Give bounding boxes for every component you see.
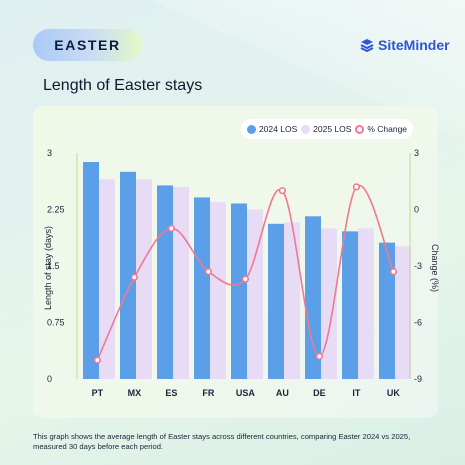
bar-2025-uk [395, 246, 411, 379]
bar-2024-au [268, 223, 284, 379]
series-2025-bars [99, 179, 411, 379]
y-tick-label: 0 [47, 374, 52, 384]
x-tick-au: AU [276, 388, 289, 398]
bar-2025-de [321, 228, 337, 379]
x-tick-es: ES [165, 388, 177, 398]
legend-item-change: % Change [355, 124, 407, 134]
topic-badge: EASTER [33, 29, 142, 61]
bar-2025-au [284, 222, 300, 379]
chart-footnote: This graph shows the average length of E… [33, 432, 411, 451]
bar-2025-it [358, 228, 374, 379]
bar-2025-es [173, 186, 189, 379]
y2-tick-label: 3 [414, 148, 419, 158]
brand-logo: SiteMinder [360, 36, 450, 54]
y2-tick-label: -6 [414, 318, 422, 328]
y-tick-label: 2.25 [47, 205, 65, 215]
y2-tick-label: 0 [414, 205, 419, 215]
change-point-es [167, 224, 175, 232]
legend-swatch-2024 [246, 124, 256, 134]
bar-2024-pt [83, 162, 99, 379]
y-tick-label: 1.5 [47, 261, 60, 271]
axis-lines [76, 153, 411, 379]
bar-2025-fr [210, 201, 226, 379]
y-tick-label: 3 [47, 148, 52, 158]
x-tick-uk: UK [387, 388, 400, 398]
change-line-path [96, 184, 395, 361]
change-point-mx [130, 273, 138, 281]
chart-legend: 2024 LOS 2025 LOS % Change [241, 119, 413, 139]
series-change-line [93, 183, 398, 364]
x-tick-usa: USA [236, 388, 256, 398]
y2-tick-label: -3 [414, 261, 422, 271]
bar-2025-usa [247, 209, 263, 379]
change-point-pt [93, 356, 101, 364]
change-point-fr [204, 268, 212, 276]
change-point-it [352, 183, 361, 191]
legend-item-2025: 2025 LOS [301, 124, 351, 134]
brand-name: SiteMinder [378, 37, 450, 53]
bar-2025-mx [136, 179, 152, 379]
series-2024-bars [83, 162, 395, 379]
y-axis-label: Length of stay (days) [43, 226, 53, 310]
legend-label-change: % Change [367, 124, 408, 134]
legend-swatch-2025 [301, 124, 311, 134]
change-point-de [315, 352, 324, 361]
legend-label-2024: 2024 LOS [258, 124, 298, 134]
bar-2024-it [342, 231, 358, 379]
bar-2024-mx [120, 171, 136, 379]
y2-axis-label: Change (%) [430, 244, 440, 292]
x-tick-pt: PT [92, 388, 104, 398]
bar-2024-de [305, 216, 321, 379]
x-tick-mx: MX [128, 388, 142, 398]
bar-2024-uk [379, 242, 395, 379]
change-point-uk [389, 268, 398, 276]
legend-item-2024: 2024 LOS [246, 124, 298, 134]
change-point-au [278, 187, 287, 195]
siteminder-logo-icon [360, 39, 374, 52]
page-title: Length of Easter stays [43, 77, 203, 94]
tick-labels: PT MX ES FR USA AU DE IT UK 0 0.75 1.5 2.25 3 -9 -6 -3 0 3 [47, 148, 422, 398]
legend-label-2025: 2025 LOS [313, 124, 352, 134]
bar-2024-fr [194, 197, 210, 379]
legend-swatch-change [355, 124, 365, 134]
x-tick-de: DE [313, 388, 326, 398]
bar-2024-es [157, 185, 173, 379]
change-point-usa [241, 275, 249, 283]
x-tick-fr: FR [202, 388, 214, 398]
y2-tick-label: -9 [414, 374, 422, 384]
bar-2024-usa [231, 203, 247, 379]
x-tick-it: IT [352, 388, 361, 398]
y-tick-label: 0.75 [47, 318, 65, 328]
